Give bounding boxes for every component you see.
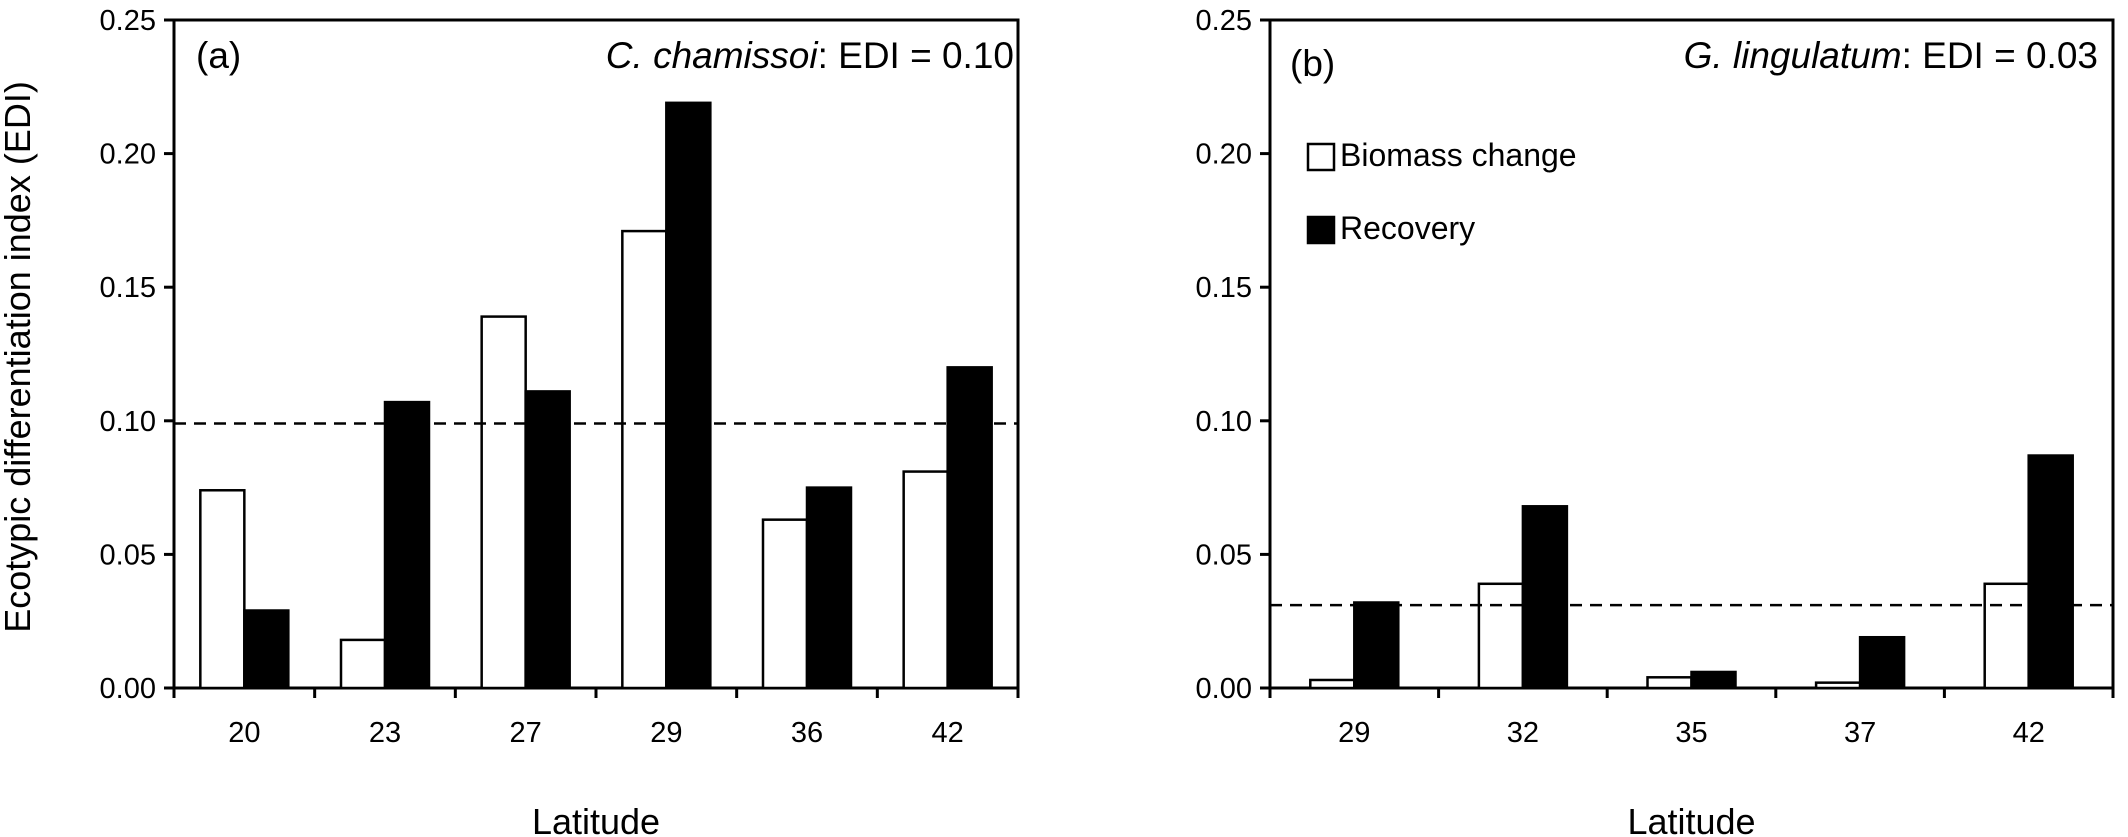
panel-letter: (b) [1290,43,1335,84]
bar-recovery [2027,454,2074,690]
bar-recovery [665,101,712,690]
y-tick-label: 0.25 [1196,5,1252,37]
legend-label-recovery: Recovery [1340,210,1475,246]
y-tick-label: 0.15 [100,272,156,304]
bar-recovery [243,609,290,690]
bar-biomass-change [480,315,527,690]
x-tick-label: 29 [650,717,682,749]
edi-value: : EDI = 0.10 [818,35,1014,76]
bar-biomass-change [1983,582,2030,690]
panel-a: 0.00 0.05 0.10 0.15 0.20 0.25 20 23 27 29 36 42 (a) C… [100,5,1020,837]
bar-biomass-change [339,638,387,690]
y-tick-label: 0.05 [1196,539,1252,571]
bar-biomass-change [761,518,809,690]
y-tick-label: 0.00 [100,673,156,705]
bar-recovery [1521,505,1569,690]
bar-recovery [1353,601,1400,690]
y-tick-label: 0.05 [100,539,156,571]
bar-biomass-change [199,489,246,690]
panel-b: 0.00 0.05 0.10 0.15 0.20 0.25 29 32 35 37 42 (b) G. … [1196,5,2115,837]
y-tick-label: 0.10 [100,406,156,438]
y-tick-label: 0.20 [1196,139,1252,171]
legend-swatch-biomass-change [1306,142,1336,172]
bar-recovery [383,400,431,690]
edi-label: G. lingulatum: EDI = 0.03 [1684,35,2098,76]
plot-frame [172,18,1020,690]
panel-letter: (a) [196,35,241,76]
edi-value: : EDI = 0.03 [1902,35,2098,76]
bar-recovery [524,390,571,690]
bar-biomass-change [621,229,668,690]
legend-swatch-recovery [1306,215,1336,245]
x-tick-label: 37 [1844,717,1876,749]
y-tick-label: 0.15 [1196,272,1252,304]
species-name: G. lingulatum [1684,35,1902,76]
y-axis-title: Ecotypic differentiation index (EDI) [0,81,38,633]
bar-biomass-change [1477,582,1525,690]
x-tick-label: 29 [1338,717,1370,749]
x-tick-label: 35 [1675,717,1707,749]
species-name: C. chamissoi [606,35,820,76]
y-tick-label: 0.25 [100,5,156,37]
bar-biomass-change [1309,678,1356,690]
bar-biomass-change [902,470,949,690]
x-tick-label: 42 [2013,717,2045,749]
y-tick-label: 0.20 [100,139,156,171]
bar-biomass-change [1814,681,1862,690]
x-tick-label: 42 [932,717,964,749]
x-tick-label: 32 [1507,717,1539,749]
x-axis-title: Latitude [532,801,660,837]
bar-biomass-change [1646,676,1693,690]
x-axis-title: Latitude [1627,801,1755,837]
x-tick-label: 36 [791,717,823,749]
bar-recovery [1690,670,1737,690]
x-tick-label: 20 [228,717,260,749]
x-tick-label: 23 [369,717,401,749]
bar-recovery [805,486,853,690]
bar-recovery [946,366,993,690]
y-tick-label: 0.00 [1196,673,1252,705]
legend-label-biomass-change: Biomass change [1340,137,1577,173]
bar-recovery [1858,635,1906,690]
x-tick-label: 27 [510,717,542,749]
edi-label: C. chamissoi: EDI = 0.10 [606,35,1014,76]
y-tick-label: 0.10 [1196,406,1252,438]
